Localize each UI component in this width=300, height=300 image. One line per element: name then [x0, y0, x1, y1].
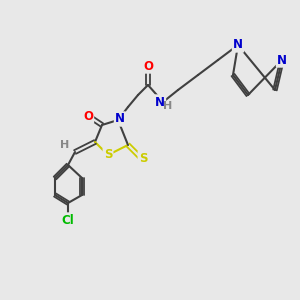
- Text: N: N: [233, 38, 243, 52]
- Text: N: N: [115, 112, 125, 125]
- Text: N: N: [155, 95, 165, 109]
- Text: N: N: [277, 53, 287, 67]
- Text: S: S: [139, 152, 147, 164]
- Text: H: H: [164, 101, 172, 111]
- Text: O: O: [143, 59, 153, 73]
- Text: O: O: [83, 110, 93, 122]
- Text: Cl: Cl: [61, 214, 74, 226]
- Text: S: S: [104, 148, 112, 161]
- Text: H: H: [60, 140, 70, 150]
